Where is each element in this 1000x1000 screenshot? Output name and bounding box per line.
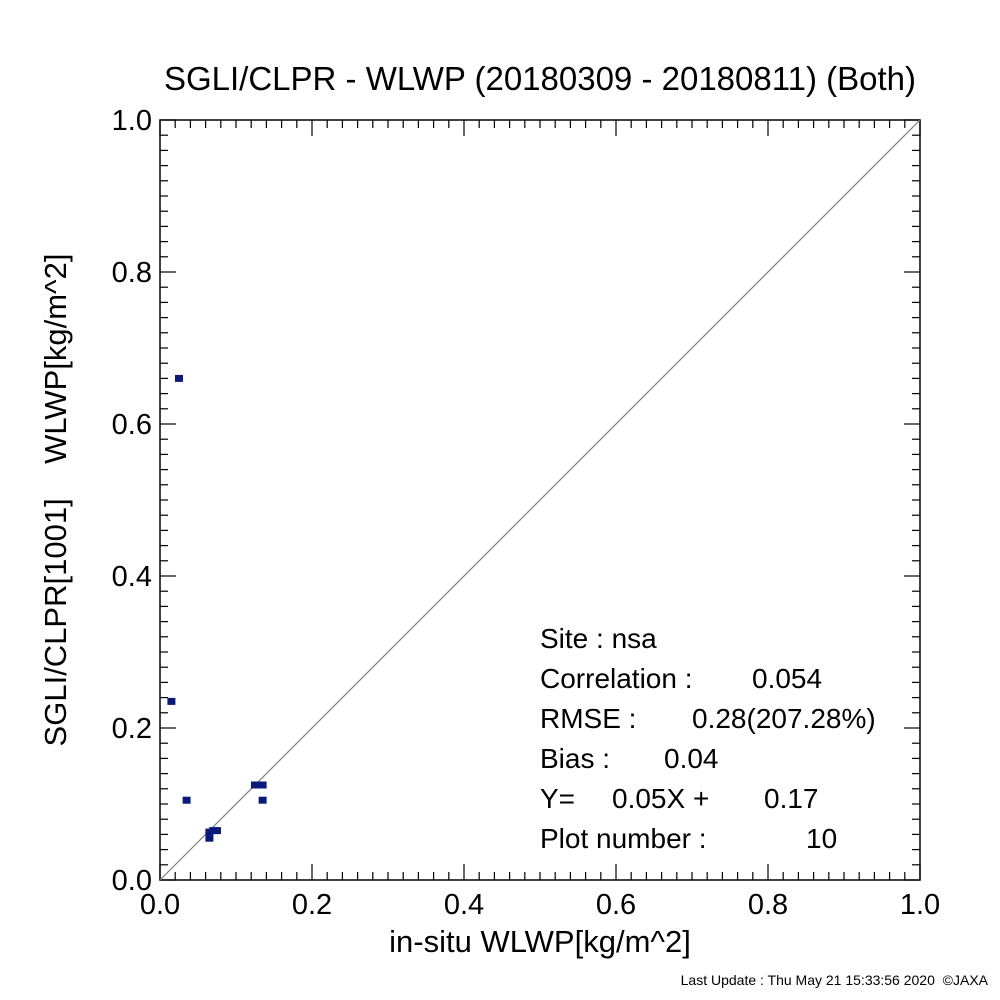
data-point bbox=[205, 834, 214, 842]
y-axis-label: SGLI/CLPR[1001] WLWP[kg/m^2] bbox=[38, 254, 73, 747]
stats-site: Site : nsa bbox=[540, 623, 657, 654]
y-tick-label: 0.8 bbox=[112, 257, 152, 289]
stats-box: Site : nsa Correlation : 0.054 RMSE : 0.… bbox=[540, 623, 876, 854]
y-tick-label: 0.6 bbox=[112, 409, 152, 441]
x-tick-label: 0.2 bbox=[292, 889, 332, 921]
stats-fit-slope: 0.05X + bbox=[612, 783, 709, 814]
stats-fit-y: Y= bbox=[540, 783, 575, 814]
y-tick-label: 0.2 bbox=[112, 713, 152, 745]
x-tick-label: 0.4 bbox=[444, 889, 484, 921]
y-tick-label: 0.4 bbox=[112, 561, 152, 593]
x-axis-label: in-situ WLWP[kg/m^2] bbox=[389, 924, 691, 959]
x-tick-label: 0.6 bbox=[596, 889, 636, 921]
x-tick-label: 0.0 bbox=[140, 889, 180, 921]
stats-plot-number-label: Plot number : bbox=[540, 823, 707, 854]
stats-fit-intercept: 0.17 bbox=[764, 783, 819, 814]
data-points bbox=[167, 374, 267, 842]
y-tick-label: 0.0 bbox=[112, 865, 152, 897]
data-point bbox=[258, 796, 267, 804]
footer-last-update: Last Update : Thu May 21 15:33:56 2020 ©… bbox=[681, 972, 989, 988]
axis-ticks bbox=[159, 119, 921, 881]
tick-labels: 0.0 0.2 0.4 0.6 0.8 1.0 0.0 0.2 0.4 0.6 0.8 1.0 bbox=[112, 105, 940, 921]
stats-correlation-value: 0.054 bbox=[752, 663, 822, 694]
data-point bbox=[167, 697, 176, 705]
data-point bbox=[209, 827, 218, 835]
stats-rmse-label: RMSE : bbox=[540, 703, 636, 734]
data-point bbox=[182, 796, 191, 804]
y-tick-label: 1.0 bbox=[112, 105, 152, 137]
stats-correlation-label: Correlation : bbox=[540, 663, 693, 694]
stats-bias-label: Bias : bbox=[540, 743, 610, 774]
data-point bbox=[258, 781, 267, 789]
x-tick-label: 0.8 bbox=[748, 889, 788, 921]
stats-bias-value: 0.04 bbox=[664, 743, 719, 774]
chart-title: SGLI/CLPR - WLWP (20180309 - 20180811) (… bbox=[164, 60, 916, 97]
one-to-one-line bbox=[159, 119, 921, 881]
stats-rmse-value: 0.28(207.28%) bbox=[692, 703, 876, 734]
data-point bbox=[251, 781, 259, 789]
stats-plot-number-value: 10 bbox=[806, 823, 837, 854]
data-point bbox=[175, 374, 183, 382]
x-tick-label: 1.0 bbox=[900, 889, 940, 921]
